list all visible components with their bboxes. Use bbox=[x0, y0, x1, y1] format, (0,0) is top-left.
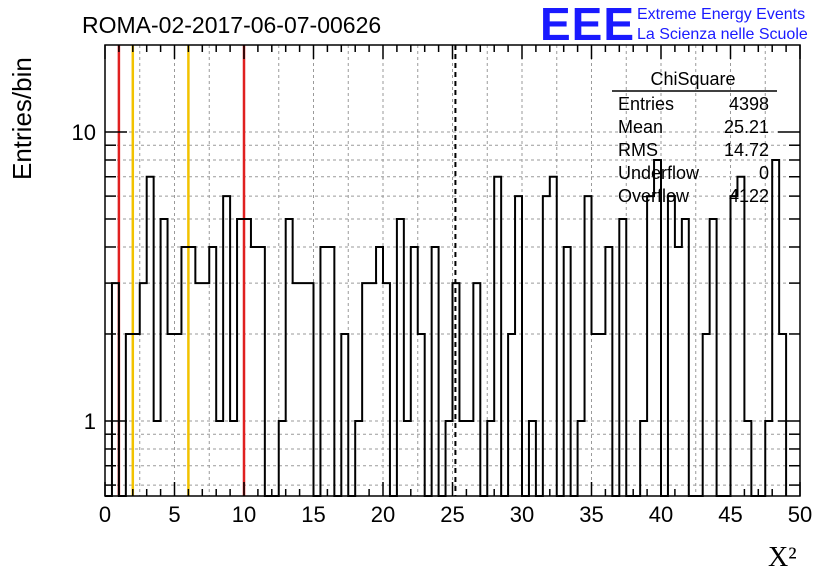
x-tick-label: 50 bbox=[788, 502, 812, 527]
x-axis-label: X² bbox=[768, 542, 797, 572]
x-tick-label: 20 bbox=[371, 502, 395, 527]
stats-label: Entries bbox=[618, 94, 674, 114]
eee-logo: EEE bbox=[540, 0, 635, 50]
stats-value: 0 bbox=[759, 163, 769, 183]
y-tick-labels: 1 10 bbox=[72, 120, 96, 434]
stats-rows: Entries 4398 Mean 25.21 RMS 14.72 Underflow 0 Ov… bbox=[618, 94, 769, 206]
run-title: ROMA-02-2017-06-07-00626 bbox=[82, 12, 381, 38]
x-tick-label: 45 bbox=[718, 502, 742, 527]
stats-value: 25.21 bbox=[724, 117, 769, 137]
stats-label: Overflow bbox=[618, 186, 690, 206]
x-tick-label: 40 bbox=[649, 502, 673, 527]
y-tick-label: 1 bbox=[84, 409, 96, 434]
stats-title: ChiSquare bbox=[650, 69, 735, 89]
stats-value: 14.72 bbox=[724, 140, 769, 160]
stats-value: 4398 bbox=[729, 94, 769, 114]
x-tick-labels: 0 5 10 15 20 25 30 35 40 45 50 bbox=[99, 502, 812, 527]
x-tick-label: 5 bbox=[168, 502, 180, 527]
histogram-series bbox=[105, 158, 788, 497]
x-tick-label: 10 bbox=[232, 502, 256, 527]
reference-lines bbox=[117, 45, 457, 496]
logo-line-1: Extreme Energy Events bbox=[637, 6, 805, 23]
x-tick-label: 0 bbox=[99, 502, 111, 527]
x-tick-label: 15 bbox=[301, 502, 325, 527]
stats-box: ChiSquare Entries 4398 Mean 25.21 RMS 14.72 Un… bbox=[612, 69, 777, 206]
y-tick-label: 10 bbox=[72, 120, 96, 145]
logo-line-2: La Scienza nelle Scuole bbox=[637, 26, 808, 43]
y-axis-label: Entries/bin bbox=[7, 57, 37, 180]
stats-label: Mean bbox=[618, 117, 663, 137]
axis-ticks bbox=[104, 45, 801, 496]
stats-value: 4122 bbox=[729, 186, 769, 206]
x-tick-label: 30 bbox=[510, 502, 534, 527]
x-tick-label: 35 bbox=[579, 502, 603, 527]
grid bbox=[105, 45, 800, 496]
stats-label: RMS bbox=[618, 140, 658, 160]
x-tick-label: 25 bbox=[440, 502, 464, 527]
stats-label: Underflow bbox=[618, 163, 700, 183]
